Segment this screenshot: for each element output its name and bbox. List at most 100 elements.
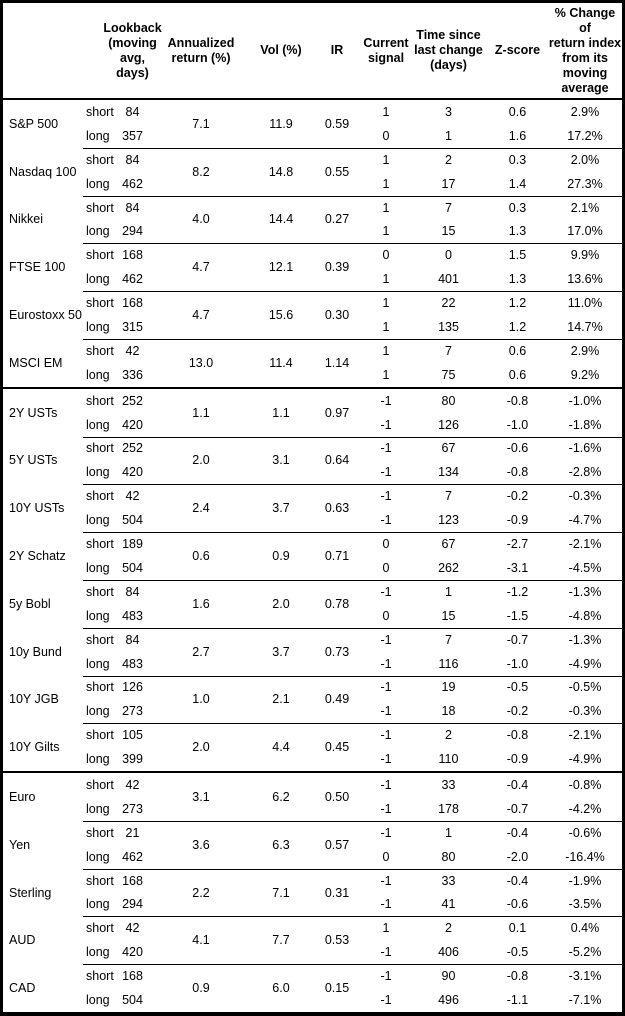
lookback-value: 84 — [125, 104, 140, 119]
vol-value: 3.7 — [272, 501, 290, 516]
asset-group: FTSE 100 4.7 12.1 0.39 short 168 0 0 1.5 9.9% long… — [3, 243, 622, 291]
current-signal-value: -1 — [380, 656, 392, 671]
asset-name: 10Y JGB — [9, 692, 59, 707]
current-signal-value: -1 — [380, 417, 392, 432]
lookback-value: 252 — [122, 441, 143, 456]
annualized-return-value: 3.1 — [192, 789, 210, 804]
current-signal-value: -1 — [380, 728, 392, 743]
current-signal-value: -1 — [380, 825, 392, 840]
current-signal-value: 1 — [382, 320, 390, 335]
asset-name: S&P 500 — [9, 116, 59, 131]
asset-group: 2Y USTs 1.1 1.1 0.97 short 252 -1 80 -0.8 -1.0% lo… — [3, 389, 622, 437]
annualized-return-value: 13.0 — [188, 355, 214, 370]
z-score-value: -1.0 — [506, 417, 529, 432]
vol-value: 7.7 — [272, 933, 290, 948]
horizon-label: long — [86, 560, 110, 575]
asset-name: Sterling — [9, 885, 52, 900]
z-score-value: -1.0 — [506, 656, 529, 671]
annualized-return-value: 2.7 — [192, 644, 210, 659]
asset-name: CAD — [9, 981, 36, 996]
asset-name: Nasdaq 100 — [9, 164, 77, 179]
z-score-value: -2.7 — [506, 537, 529, 552]
col-header-asset — [3, 3, 83, 98]
vol-value: 14.8 — [268, 164, 294, 179]
vol-value: 6.3 — [272, 837, 290, 852]
time-since-change-value: 7 — [445, 343, 452, 358]
current-signal-value: -1 — [380, 993, 392, 1008]
ir-value: 0.63 — [324, 501, 350, 516]
asset-group: Nikkei 4.0 14.4 0.27 short 84 1 7 0.3 2.1% long 294… — [3, 195, 622, 244]
horizon-label: long — [86, 801, 110, 816]
horizon-label: long — [86, 176, 110, 191]
current-signal-value: 1 — [382, 176, 390, 191]
vol-value: 11.9 — [269, 116, 293, 131]
asset-group: Yen 3.6 6.3 0.57 short 21 -1 1 -0.4 -0.6% long 462 0… — [3, 820, 622, 869]
z-score-value: -0.8 — [506, 393, 529, 408]
z-score-value: 1.2 — [508, 320, 527, 335]
horizon-label: short — [86, 680, 114, 695]
asset-name: AUD — [9, 933, 36, 948]
time-since-change-value: 41 — [441, 897, 456, 912]
time-since-change-value: 22 — [441, 296, 456, 311]
lookback-value: 420 — [122, 945, 143, 960]
current-signal-value: -1 — [380, 680, 392, 695]
current-signal-value: -1 — [380, 897, 392, 912]
lookback-value: 42 — [125, 777, 140, 792]
vol-value: 14.4 — [268, 212, 294, 227]
current-signal-value: 1 — [382, 200, 390, 215]
asset-group: AUD 4.1 7.7 0.53 short 42 1 2 0.1 0.4% long 420 -1 40… — [3, 916, 622, 964]
z-score-value: 1.5 — [508, 248, 527, 263]
time-since-change-value: 7 — [445, 200, 452, 215]
time-since-change-value: 33 — [441, 873, 456, 888]
current-signal-value: -1 — [380, 465, 392, 480]
time-since-change-value: 135 — [438, 320, 459, 335]
vol-value: 6.0 — [272, 981, 290, 996]
horizon-label: long — [86, 128, 110, 143]
time-since-change-value: 80 — [441, 849, 456, 864]
time-since-change-value: 3 — [445, 104, 452, 119]
current-signal-value: -1 — [380, 777, 392, 792]
horizon-label: short — [86, 584, 114, 599]
time-since-change-value: 134 — [438, 465, 459, 480]
annualized-return-value: 4.7 — [192, 260, 210, 275]
pct-change-value: -1.0% — [568, 393, 602, 408]
lookback-value: 273 — [122, 801, 143, 816]
lookback-value: 399 — [122, 752, 143, 767]
lookback-value: 315 — [122, 320, 143, 335]
asset-group: Sterling 2.2 7.1 0.31 short 168 -1 33 -0.4 -1.9% l… — [3, 868, 622, 917]
time-since-change-value: 178 — [438, 801, 459, 816]
lookback-value: 84 — [125, 152, 140, 167]
current-signal-value: 0 — [382, 537, 390, 552]
asset-group: Eurostoxx 50 4.7 15.6 0.30 short 168 1 22 1.2 11.… — [3, 291, 622, 339]
horizon-label: short — [86, 489, 114, 504]
current-signal-value: 1 — [382, 272, 390, 287]
annualized-return-value: 0.9 — [192, 981, 210, 996]
time-since-change-value: 75 — [441, 367, 456, 382]
pct-change-value: -1.8% — [568, 417, 602, 432]
asset-name: Yen — [9, 837, 31, 852]
pct-change-value: -0.6% — [568, 825, 602, 840]
ir-value: 0.49 — [324, 692, 350, 707]
vol-value: 12.1 — [268, 260, 294, 275]
lookback-value: 483 — [122, 608, 143, 623]
asset-group: CAD 0.9 6.0 0.15 short 168 -1 90 -0.8 -3.1% long 50… — [3, 964, 622, 1012]
pct-change-value: -4.2% — [568, 801, 602, 816]
z-score-value: 0.6 — [508, 367, 527, 382]
col-header-current-signal: Current signal — [363, 35, 409, 65]
lookback-value: 504 — [122, 560, 143, 575]
horizon-label: long — [86, 704, 110, 719]
time-since-change-value: 1 — [445, 128, 452, 143]
z-score-value: 0.6 — [508, 104, 527, 119]
time-since-change-value: 2 — [445, 152, 452, 167]
col-header-vol: Vol (%) — [260, 43, 302, 57]
z-score-value: -0.7 — [506, 801, 529, 816]
horizon-label: long — [86, 849, 110, 864]
z-score-value: 1.2 — [508, 296, 527, 311]
pct-change-value: 9.9% — [570, 248, 600, 263]
lookback-value: 168 — [122, 969, 143, 984]
z-score-value: -0.4 — [506, 873, 529, 888]
pct-change-value: -1.3% — [568, 584, 602, 599]
asset-name: 10Y USTs — [9, 501, 65, 516]
pct-change-value: 17.2% — [567, 128, 603, 143]
ir-value: 0.59 — [324, 116, 350, 131]
